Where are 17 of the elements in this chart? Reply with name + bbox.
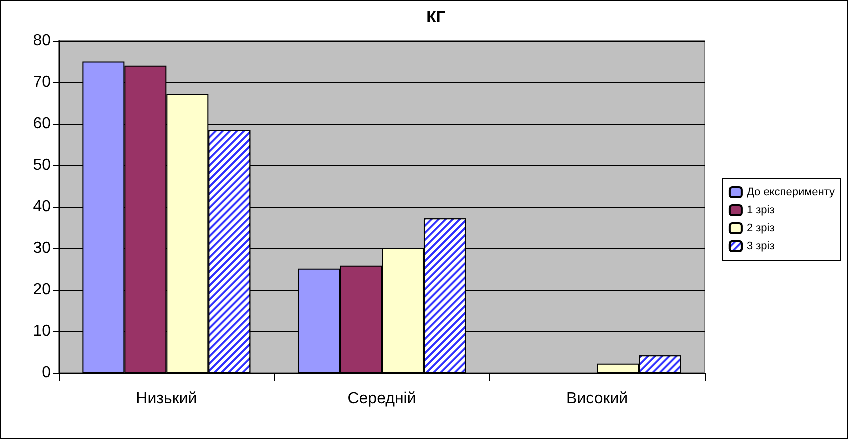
legend-label: 3 зріз [746,240,775,252]
y-tick-label: 20 [33,282,52,298]
legend-label: 1 зріз [746,204,775,216]
x-tick-label: Високий [566,390,628,408]
y-tick-label: 40 [33,198,52,216]
y-tick-label: 0 [42,364,52,382]
y-tick-label: 30 [33,240,52,257]
legend-label: До експерименту [746,186,836,198]
x-tick-label: Низький [136,390,198,408]
y-tick-label: 70 [33,74,52,91]
y-tick-label: 50 [33,157,52,174]
y-tick-label: 80 [33,32,52,50]
legend-label: 2 зріз [746,222,775,234]
chart-title: КГ [426,10,446,26]
x-tick-label: Середній [348,390,416,408]
y-tick-label: 60 [33,116,52,132]
y-tick-label: 10 [33,323,52,340]
